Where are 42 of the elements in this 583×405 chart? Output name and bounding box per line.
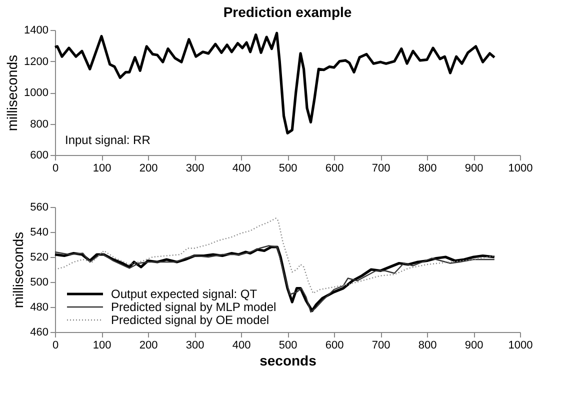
y-tick-label: 500 bbox=[30, 276, 48, 288]
x-tick-label: 1000 bbox=[508, 162, 533, 174]
legend-label: Predicted signal by MLP model bbox=[111, 300, 276, 314]
x-tick-label: 900 bbox=[464, 340, 484, 352]
y-axis-title: milliseconds bbox=[4, 54, 20, 132]
y-tick-label: 460 bbox=[30, 326, 48, 338]
y-tick-label: 520 bbox=[30, 252, 48, 264]
x-tick-label: 700 bbox=[372, 162, 390, 174]
legend-label: Predicted signal by OE model bbox=[111, 313, 270, 327]
x-tick-label: 500 bbox=[278, 340, 298, 352]
x-tick-label: 400 bbox=[232, 162, 251, 174]
x-tick-label: 100 bbox=[92, 340, 112, 352]
y-tick-label: 600 bbox=[30, 150, 48, 162]
y-tick-label: 1200 bbox=[24, 56, 48, 68]
x-tick-label: 200 bbox=[139, 340, 158, 352]
y-tick-label: 1400 bbox=[24, 24, 48, 36]
y-tick-label: 560 bbox=[30, 202, 48, 214]
x-tick-label: 400 bbox=[232, 340, 251, 352]
x-tick-label: 300 bbox=[186, 162, 204, 174]
y-tick-label: 480 bbox=[30, 302, 48, 314]
annotation: Input signal: RR bbox=[65, 133, 151, 147]
x-tick-label: 100 bbox=[92, 162, 112, 174]
x-tick-label: 800 bbox=[418, 340, 437, 352]
y-tick-label: 540 bbox=[30, 226, 48, 238]
x-tick-label: 600 bbox=[325, 340, 344, 352]
x-tick-label: 700 bbox=[372, 340, 390, 352]
x-tick-label: 300 bbox=[186, 340, 204, 352]
x-tick-label: 0 bbox=[52, 162, 59, 174]
x-tick-label: 200 bbox=[139, 162, 158, 174]
y-axis-title: milliseconds bbox=[10, 232, 26, 308]
x-tick-label: 600 bbox=[325, 162, 344, 174]
x-tick-label: 500 bbox=[278, 162, 298, 174]
x-axis-title: seconds bbox=[260, 352, 317, 368]
y-tick-label: 800 bbox=[30, 118, 48, 130]
x-tick-label: 1000 bbox=[508, 340, 533, 352]
chart-title: Prediction example bbox=[223, 4, 352, 20]
x-tick-label: 800 bbox=[418, 162, 437, 174]
line-series bbox=[54, 32, 496, 134]
y-tick-label: 1000 bbox=[24, 87, 48, 99]
x-tick-label: 0 bbox=[52, 340, 59, 352]
x-tick-label: 900 bbox=[464, 162, 484, 174]
legend-label: Output expected signal: QT bbox=[111, 287, 258, 301]
